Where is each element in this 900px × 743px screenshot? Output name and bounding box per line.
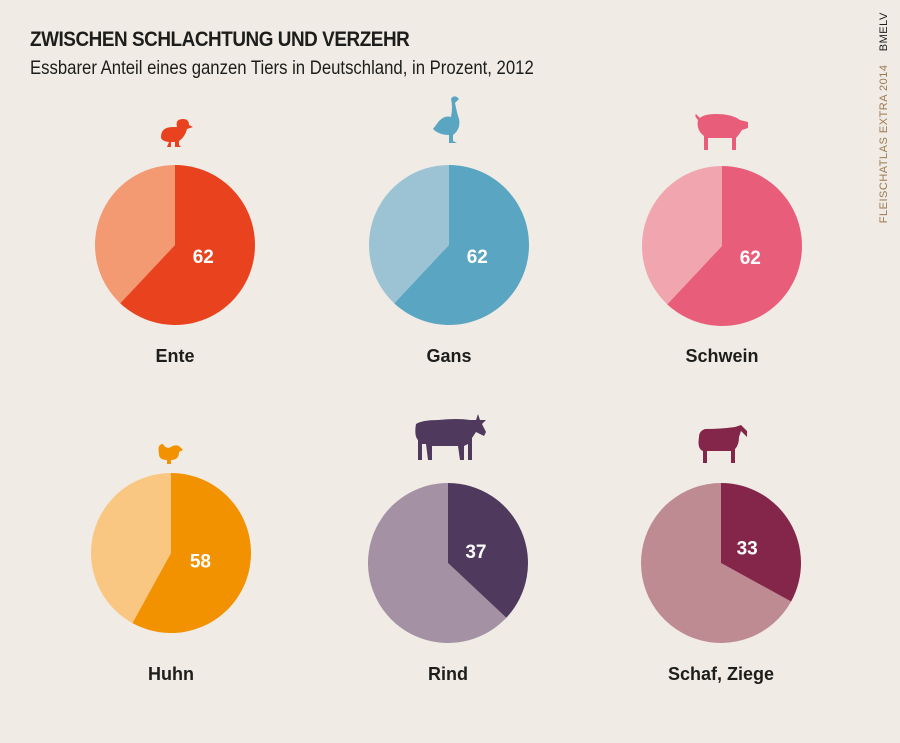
data-label: 62 — [193, 247, 214, 268]
chart-subtitle: Essbarer Anteil eines ganzen Tiers in De… — [30, 58, 534, 79]
pie-label: Gans — [426, 346, 471, 366]
pie-slice-rest — [368, 165, 449, 304]
pie-label: Schwein — [685, 346, 758, 366]
pie-label: Schaf, Ziege — [668, 664, 774, 684]
data-label: 62 — [740, 248, 761, 269]
pie-slice-rest — [94, 165, 175, 304]
pie-slice-edible — [132, 473, 251, 633]
pie-label: Ente — [155, 346, 194, 366]
pie-gans: 62 Gans — [368, 96, 529, 366]
pie-label: Rind — [428, 664, 468, 684]
sheep-icon — [698, 425, 747, 463]
pie-huhn: 58 Huhn — [90, 444, 251, 684]
data-label: 37 — [465, 542, 486, 563]
pie-schaf-ziege: 33 Schaf, Ziege — [640, 425, 801, 684]
pie-slice-edible — [120, 165, 255, 325]
data-label: 62 — [467, 247, 488, 268]
pie-slice-edible — [721, 483, 801, 602]
pie-slice-edible — [667, 166, 802, 327]
pie-slice-rest — [90, 473, 171, 624]
pig-icon — [695, 114, 748, 150]
pie-label: Huhn — [148, 664, 194, 684]
goose-icon — [433, 96, 460, 143]
pie-slice-edible — [448, 483, 529, 618]
cow-icon — [415, 414, 486, 460]
chicken-icon — [158, 444, 183, 464]
pie-slice-rest — [640, 483, 792, 643]
pie-ente: 62 Ente — [94, 119, 255, 366]
pie-schwein: 62 Schwein — [641, 114, 802, 366]
duck-icon — [161, 119, 193, 147]
data-label: 58 — [190, 552, 211, 573]
pie-slice-rest — [641, 166, 722, 305]
data-label: 33 — [737, 539, 758, 560]
pie-rind: 37 Rind — [368, 414, 529, 684]
chart-title: ZWISCHEN SCHLACHTUNG UND VERZEHR — [30, 28, 410, 51]
pie-slice-edible — [394, 165, 529, 325]
pie-slice-rest — [368, 483, 507, 643]
